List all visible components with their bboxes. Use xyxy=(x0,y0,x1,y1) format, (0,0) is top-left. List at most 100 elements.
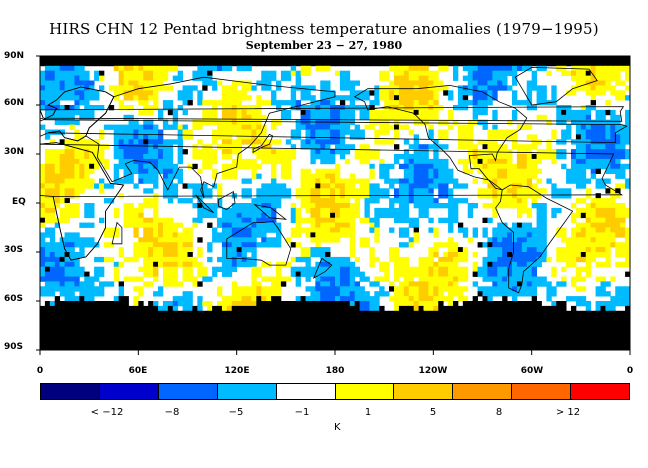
anomaly-cell xyxy=(516,266,523,272)
anomaly-cell xyxy=(482,193,488,199)
anomaly-cell xyxy=(118,345,124,350)
anomaly-cell xyxy=(526,105,533,111)
anomaly-cell xyxy=(143,129,149,135)
anomaly-cell xyxy=(605,252,611,258)
anomaly-cell xyxy=(512,315,518,321)
anomaly-cell xyxy=(472,301,478,307)
anomaly-cell xyxy=(59,154,65,160)
anomaly-cell xyxy=(74,70,80,76)
anomaly-cell xyxy=(64,178,70,184)
anomaly-cell xyxy=(305,124,311,130)
anomaly-cell xyxy=(138,266,144,272)
anomaly-cell xyxy=(330,217,336,223)
anomaly-cell xyxy=(133,144,139,150)
anomaly-cell xyxy=(379,330,385,336)
anomaly-cell xyxy=(69,305,75,312)
anomaly-cell xyxy=(128,345,134,350)
anomaly-cell xyxy=(59,271,65,277)
anomaly-cell xyxy=(217,60,223,67)
anomaly-cell xyxy=(585,266,592,272)
anomaly-cell xyxy=(138,330,144,336)
anomaly-cell xyxy=(285,301,292,307)
anomaly-cell xyxy=(148,232,154,238)
anomaly-cell xyxy=(448,340,454,346)
anomaly-cell xyxy=(74,188,80,194)
anomaly-cell xyxy=(620,296,626,302)
anomaly-cell xyxy=(113,266,120,272)
anomaly-cell xyxy=(226,114,233,121)
anomaly-cell xyxy=(394,301,400,307)
anomaly-cell xyxy=(40,60,46,67)
anomaly-cell xyxy=(551,330,557,336)
anomaly-cell xyxy=(595,109,601,116)
anomaly-cell xyxy=(325,60,331,67)
anomaly-cell xyxy=(625,129,630,135)
anomaly-cell xyxy=(246,124,252,130)
anomaly-cell xyxy=(158,247,164,253)
anomaly-cell xyxy=(448,281,454,287)
anomaly-cell xyxy=(477,242,483,248)
anomaly-cell xyxy=(153,242,159,248)
anomaly-cell xyxy=(64,95,70,101)
anomaly-cell xyxy=(349,222,356,228)
anomaly-cell xyxy=(148,60,154,67)
anomaly-cell xyxy=(457,320,464,326)
anomaly-cell xyxy=(428,301,434,307)
anomaly-cell xyxy=(507,237,513,243)
anomaly-cell xyxy=(423,198,429,204)
anomaly-cell xyxy=(44,335,51,341)
anomaly-cell xyxy=(266,237,272,243)
anomaly-cell xyxy=(369,149,375,155)
anomaly-cell xyxy=(325,109,331,116)
anomaly-cell xyxy=(212,109,218,116)
anomaly-cell xyxy=(44,198,51,204)
anomaly-cell xyxy=(295,242,301,248)
anomaly-cell xyxy=(64,168,70,174)
anomaly-cell xyxy=(113,60,120,67)
anomaly-cell xyxy=(453,242,459,248)
anomaly-cell xyxy=(74,144,80,150)
anomaly-cell xyxy=(492,305,498,312)
anomaly-cell xyxy=(398,217,405,223)
anomaly-cell xyxy=(512,237,518,243)
anomaly-cell xyxy=(285,154,292,160)
anomaly-cell xyxy=(261,305,267,312)
anomaly-cell xyxy=(59,105,65,111)
anomaly-cell xyxy=(177,134,183,140)
anomaly-cell xyxy=(335,134,341,140)
anomaly-cell xyxy=(266,276,272,282)
anomaly-cell xyxy=(600,330,606,336)
anomaly-cell xyxy=(585,154,592,160)
anomaly-cell xyxy=(231,310,238,317)
anomaly-cell xyxy=(438,242,444,248)
anomaly-cell xyxy=(403,276,410,282)
anomaly-cell xyxy=(241,320,247,326)
anomaly-cell xyxy=(428,340,434,346)
anomaly-cell xyxy=(605,320,611,326)
anomaly-cell xyxy=(84,271,90,277)
anomaly-cell xyxy=(241,261,247,268)
anomaly-cell xyxy=(310,198,316,204)
anomaly-cell xyxy=(556,109,562,116)
anomaly-cell xyxy=(423,281,429,287)
anomaly-cell xyxy=(280,305,287,312)
anomaly-cell xyxy=(492,134,498,140)
anomaly-cell xyxy=(364,217,370,223)
anomaly-cell xyxy=(521,261,528,268)
anomaly-cell xyxy=(571,330,577,336)
anomaly-cell xyxy=(457,286,464,292)
anomaly-cell xyxy=(546,310,552,317)
anomaly-cell xyxy=(64,149,70,155)
anomaly-cell xyxy=(221,266,228,272)
anomaly-cell xyxy=(610,144,616,150)
anomaly-cell xyxy=(620,60,626,67)
anomaly-cell xyxy=(482,330,488,336)
anomaly-cell xyxy=(433,173,439,179)
anomaly-cell xyxy=(207,60,213,67)
anomaly-cell xyxy=(187,232,193,238)
anomaly-cell xyxy=(615,242,621,248)
anomaly-cell xyxy=(398,85,405,91)
anomaly-cell xyxy=(241,119,247,125)
anomaly-cell xyxy=(300,90,306,96)
anomaly-cell xyxy=(600,340,606,346)
